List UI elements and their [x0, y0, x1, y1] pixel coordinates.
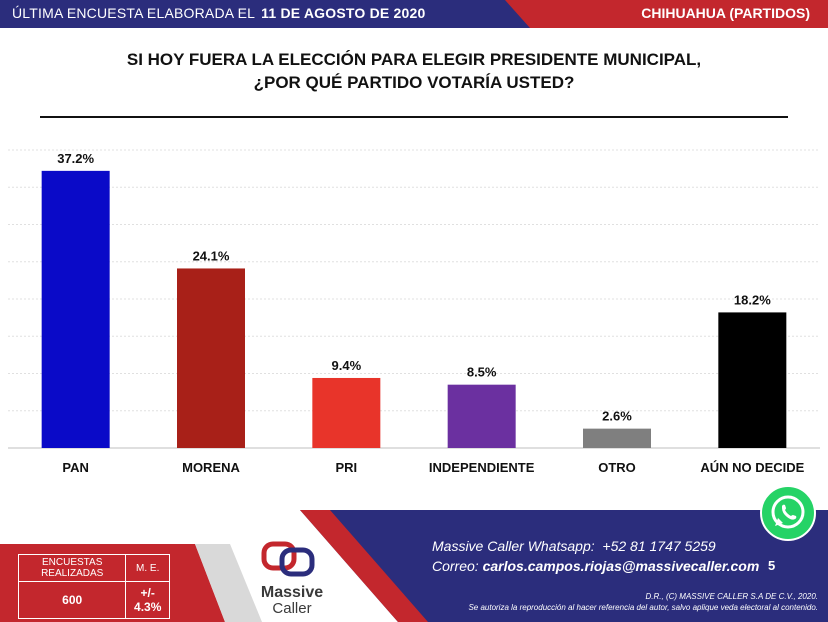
page-number: 5	[768, 558, 776, 573]
stats-header-surveys: ENCUESTAS REALIZADAS	[17, 554, 127, 582]
reproduction-notice: Se autoriza la reproducción al hacer ref…	[468, 603, 818, 612]
email-label: Correo:	[432, 558, 479, 574]
title-divider	[40, 116, 788, 118]
category-label: OTRO	[598, 460, 636, 475]
header-background	[0, 0, 828, 28]
whatsapp-label: Massive Caller Whatsapp:	[432, 538, 595, 554]
data-label: 37.2%	[57, 151, 94, 166]
whatsapp-icon[interactable]	[760, 485, 816, 541]
bar-pri	[312, 377, 381, 448]
data-label: 2.6%	[602, 409, 632, 424]
massive-caller-logo: Massive Caller	[246, 536, 342, 620]
logo-icon	[261, 541, 315, 577]
stats-value-margin: +/- 4.3%	[125, 581, 170, 619]
data-label: 18.2%	[734, 292, 771, 307]
bar-otro	[583, 428, 651, 448]
category-label: AÚN NO DECIDE	[700, 460, 804, 475]
bar-pan	[41, 170, 110, 449]
logo-word-caller: Caller	[272, 600, 312, 617]
survey-stats-table: ENCUESTAS REALIZADAS M. E. 600 +/- 4.3%	[17, 554, 170, 619]
category-label: INDEPENDIENTE	[429, 460, 535, 475]
email-contact: Correo: carlos.campos.riojas@massivecall…	[432, 558, 759, 574]
stats-value-surveys: 600	[17, 581, 127, 619]
chart-title-line2: ¿POR QUÉ PARTIDO VOTARÍA USTED?	[253, 73, 575, 92]
survey-date-text: ÚLTIMA ENCUESTA ELABORADA EL 11 DE AGOSTO…	[12, 5, 425, 21]
footer: ENCUESTAS REALIZADAS M. E. 600 +/- 4.3% …	[0, 510, 828, 622]
bar-independiente	[447, 384, 516, 448]
chart-title: SI HOY FUERA LA ELECCIÓN PARA ELEGIR PRE…	[0, 48, 828, 94]
survey-prefix: ÚLTIMA ENCUESTA ELABORADA EL	[12, 5, 256, 21]
header-bar: ÚLTIMA ENCUESTA ELABORADA EL 11 DE AGOSTO…	[0, 0, 828, 28]
region-label: CHIHUAHUA (PARTIDOS)	[641, 5, 810, 21]
email-link[interactable]: carlos.campos.riojas@massivecaller.com	[482, 558, 760, 574]
chart-title-line1: SI HOY FUERA LA ELECCIÓN PARA ELEGIR PRE…	[126, 50, 702, 69]
whatsapp-contact: Massive Caller Whatsapp: +52 81 1747 525…	[432, 538, 716, 554]
bar-chart: 37.2% PAN 24.1% MORENA 9.4% PRI 8.5% INDEPENDIE…	[8, 149, 820, 475]
bar-a-n-no-decide	[718, 312, 787, 448]
category-label: PAN	[62, 460, 88, 475]
stats-header-margin: M. E.	[125, 554, 170, 582]
logo-word-massive: Massive	[260, 584, 324, 601]
category-label: PRI	[335, 460, 357, 475]
whatsapp-number[interactable]: +52 81 1747 5259	[602, 538, 716, 554]
category-label: MORENA	[182, 460, 240, 475]
copyright-text: D.R., (C) MASSIVE CALLER S.A DE C.V., 20…	[645, 592, 819, 601]
survey-date: 11 DE AGOSTO DE 2020	[261, 5, 426, 21]
data-label: 8.5%	[467, 365, 497, 380]
data-label: 9.4%	[332, 358, 362, 373]
data-label: 24.1%	[193, 248, 230, 263]
bar-morena	[177, 268, 245, 448]
